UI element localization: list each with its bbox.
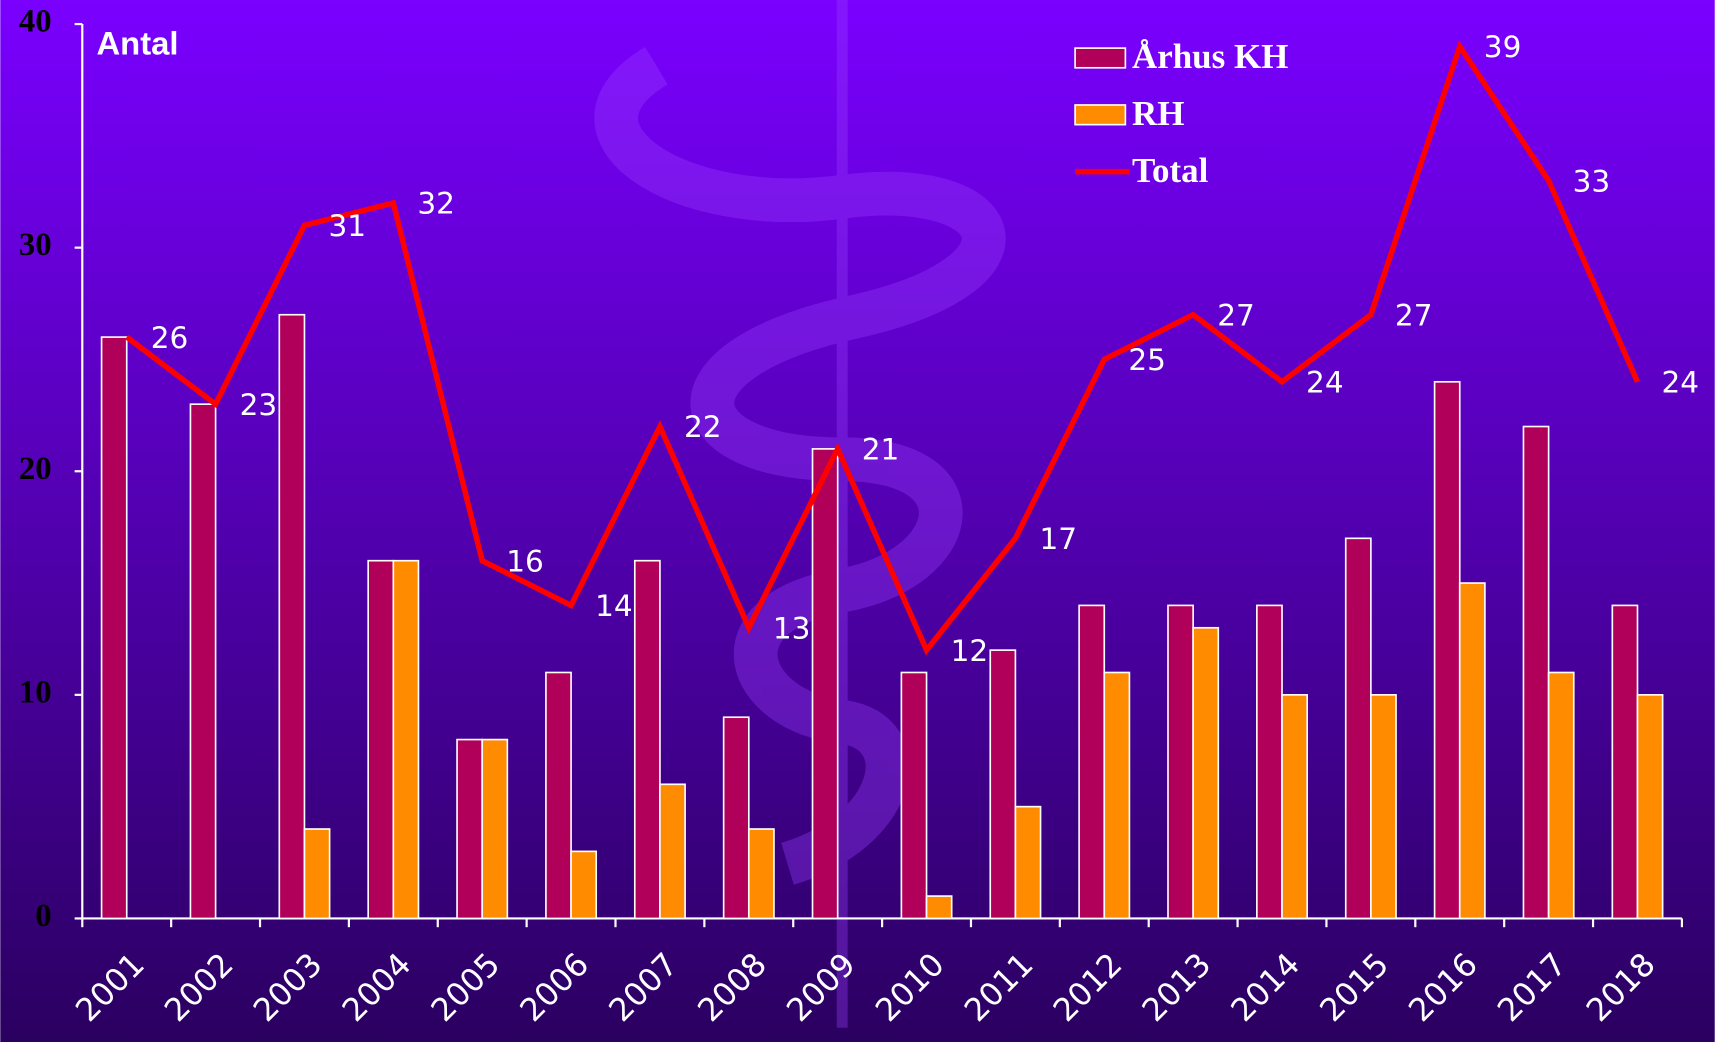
bar (1547, 671, 1575, 920)
bar (456, 738, 484, 920)
data-label: 12 (951, 634, 989, 668)
bar (1192, 626, 1220, 920)
bar (1167, 604, 1194, 920)
data-label: 17 (1039, 522, 1077, 556)
bar (1611, 604, 1639, 920)
legend-swatch (1074, 104, 1127, 126)
data-label: 14 (595, 589, 633, 623)
bar (747, 828, 775, 920)
data-label: 13 (773, 611, 811, 645)
data-label: 27 (1395, 298, 1433, 332)
data-label: 32 (417, 187, 455, 221)
legend-label: Total (1132, 151, 1209, 190)
data-label: 25 (1128, 343, 1166, 377)
data-label: 24 (1662, 365, 1700, 399)
bar (900, 671, 928, 920)
bar (278, 313, 306, 920)
y-tick-label: 40 (19, 4, 52, 40)
legend-label: RH (1132, 94, 1184, 133)
bar (1433, 380, 1461, 920)
bar (1256, 604, 1283, 920)
y-tick-label: 10 (19, 674, 52, 710)
bar (1078, 604, 1106, 920)
bar (1014, 805, 1042, 920)
bar (392, 559, 420, 920)
bar (1281, 694, 1308, 920)
data-label: 24 (1306, 365, 1344, 399)
bar (1522, 425, 1550, 920)
bar (811, 448, 839, 920)
line (125, 40, 1640, 656)
bar (367, 559, 395, 920)
data-label: 26 (151, 321, 189, 355)
bar (1344, 537, 1372, 920)
bar (925, 895, 953, 920)
bar (481, 738, 509, 920)
data-label: 27 (1217, 298, 1255, 332)
bar (989, 649, 1017, 920)
bar (633, 559, 661, 920)
data-label: 39 (1484, 30, 1522, 64)
data-label: 31 (329, 209, 367, 243)
bar (545, 671, 572, 920)
bar (659, 783, 686, 920)
bar (303, 828, 331, 920)
data-label: 21 (862, 433, 900, 467)
data-label: 23 (240, 388, 278, 422)
data-label: 22 (684, 410, 722, 444)
bar (1103, 671, 1131, 920)
y-tick-label: 20 (19, 451, 52, 487)
bar (722, 716, 750, 920)
legend-swatch (1074, 47, 1127, 69)
bar (189, 403, 217, 920)
data-label: 16 (506, 544, 544, 578)
bar (1458, 582, 1486, 920)
bar (1636, 694, 1664, 920)
bar (1370, 694, 1397, 920)
bar (100, 336, 128, 920)
bar (570, 850, 598, 920)
y-tick-label: 0 (35, 898, 51, 934)
y-tick-label: 30 (19, 227, 52, 263)
data-label: 33 (1573, 164, 1611, 198)
legend-label: Århus KH (1132, 37, 1288, 76)
chart-title: Antal (97, 25, 179, 62)
